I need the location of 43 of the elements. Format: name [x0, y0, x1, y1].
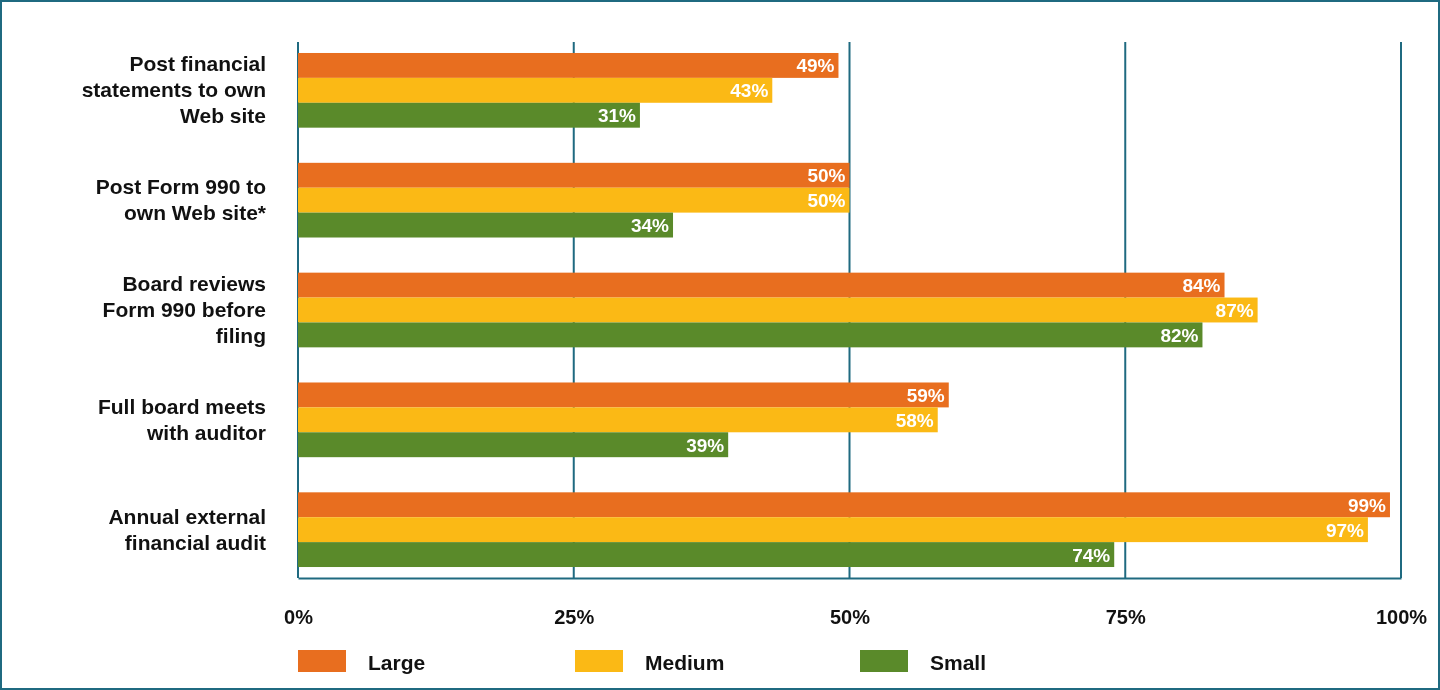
- data-label: 59%: [906, 384, 945, 406]
- bar: [298, 492, 1390, 518]
- x-tick-label: 25%: [554, 606, 595, 629]
- bar: [298, 102, 640, 128]
- data-label: 87%: [1215, 300, 1254, 321]
- bar: [298, 542, 1115, 568]
- bar: [298, 432, 729, 458]
- data-label: 31%: [597, 105, 637, 127]
- bar: [298, 77, 773, 103]
- y-tick-label: Annual external financial audit: [108, 504, 267, 554]
- data-label: 74%: [1072, 544, 1111, 566]
- y-tick-label: Full board meets with auditor: [97, 394, 266, 444]
- legend-label: Medium: [645, 651, 725, 674]
- x-tick-label: 75%: [1105, 606, 1146, 629]
- data-label: 58%: [895, 409, 934, 431]
- data-label: 39%: [686, 434, 725, 456]
- data-label: 49%: [796, 55, 835, 77]
- bar: [298, 322, 1203, 348]
- bar: [298, 272, 1225, 298]
- x-tick-label: 50%: [829, 606, 871, 629]
- bar: [298, 187, 850, 213]
- y-tick-label: Post Form 990 to own Web site*: [95, 175, 267, 225]
- bar: [298, 517, 1368, 543]
- data-label: 34%: [630, 215, 670, 237]
- y-tick-label: Board reviews Form 990 before filing: [102, 272, 266, 347]
- bar: [298, 162, 850, 188]
- bar: [298, 212, 674, 238]
- data-label: 97%: [1325, 519, 1365, 541]
- y-tick-label: Post financial statements to own Web site: [81, 52, 266, 128]
- bar: [298, 407, 938, 433]
- bar: [298, 382, 949, 408]
- bar: [298, 297, 1258, 323]
- bar: [298, 52, 839, 78]
- data-label: 43%: [730, 80, 769, 102]
- data-label: 99%: [1347, 494, 1387, 516]
- x-tick-label: 0%: [284, 606, 314, 629]
- legend-label: Small: [930, 651, 987, 674]
- legend-label: Large: [368, 651, 426, 674]
- x-tick-label: 100%: [1375, 606, 1428, 629]
- data-label: 82%: [1160, 324, 1199, 346]
- data-label: 50%: [807, 190, 846, 212]
- data-label: 84%: [1182, 275, 1221, 297]
- data-label: 50%: [807, 165, 846, 187]
